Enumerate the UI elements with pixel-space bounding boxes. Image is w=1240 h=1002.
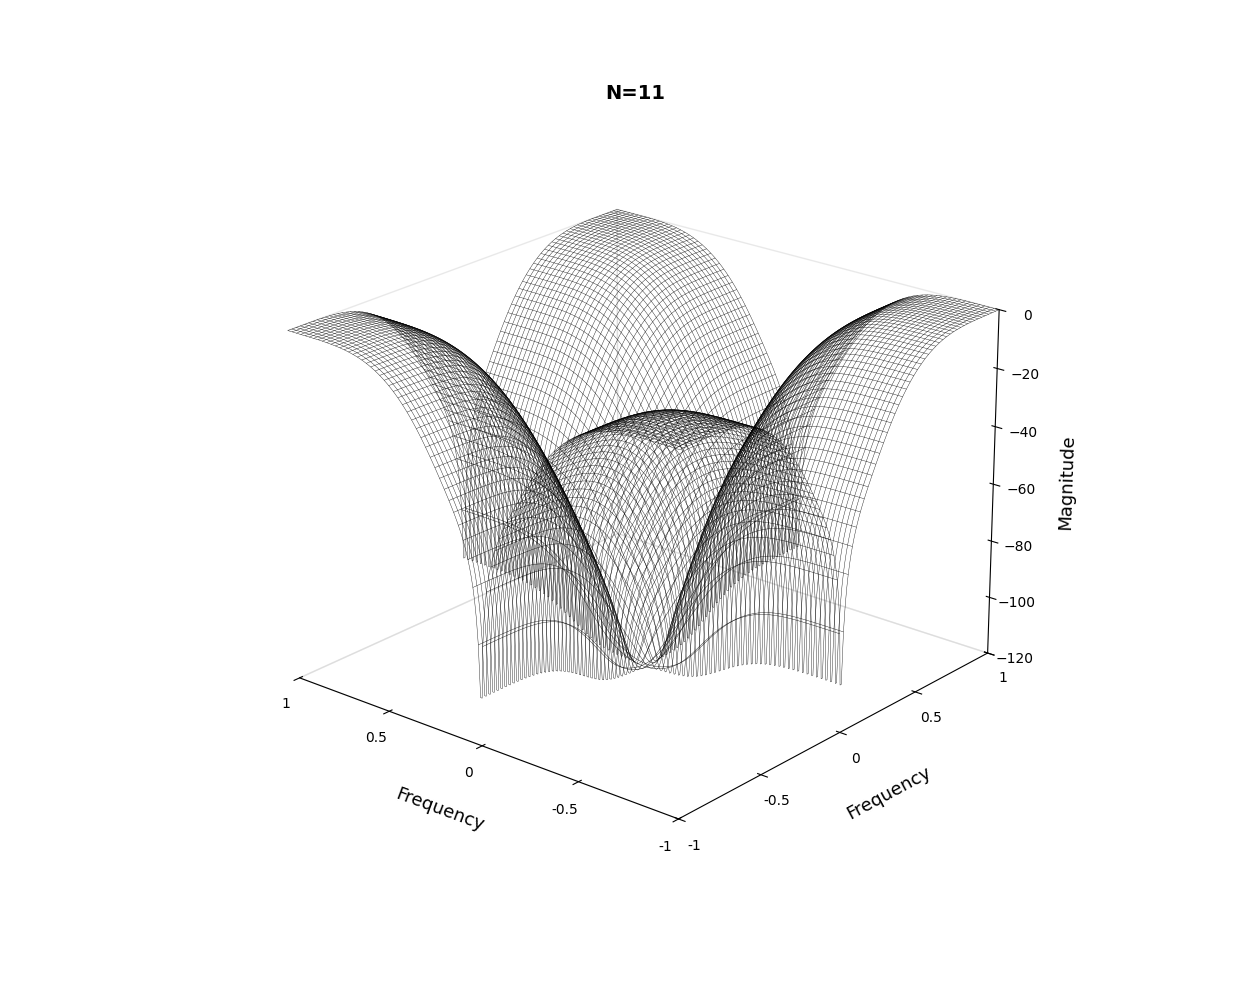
Title: N=11: N=11 xyxy=(605,84,666,103)
X-axis label: Frequency: Frequency xyxy=(393,786,487,835)
Y-axis label: Frequency: Frequency xyxy=(844,763,934,823)
